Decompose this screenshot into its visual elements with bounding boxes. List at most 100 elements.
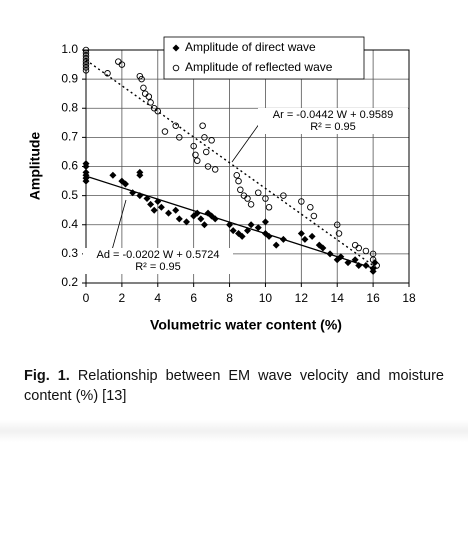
point <box>150 206 158 214</box>
legend-marker <box>172 44 180 52</box>
point <box>104 70 111 77</box>
legend-label: Amplitude of reflected wave <box>185 60 333 74</box>
point <box>308 232 316 240</box>
point <box>136 171 144 179</box>
point <box>301 235 309 243</box>
annotation: R² = 0.95 <box>135 261 181 273</box>
point <box>82 64 90 71</box>
point <box>192 151 199 159</box>
leader-line <box>231 119 263 163</box>
legend-label: Amplitude of direct wave <box>185 40 316 54</box>
point <box>157 203 165 211</box>
x-tick-label: 0 <box>83 291 90 305</box>
point <box>118 61 126 68</box>
y-tick-label: 0.8 <box>61 100 78 114</box>
point <box>136 192 144 200</box>
point <box>200 221 208 229</box>
point <box>138 75 145 83</box>
point <box>369 256 377 263</box>
point <box>247 221 255 229</box>
x-tick-label: 10 <box>259 291 273 305</box>
point <box>265 232 273 240</box>
point <box>165 209 173 217</box>
point <box>298 198 305 205</box>
point <box>362 247 370 255</box>
point <box>147 99 154 106</box>
point <box>208 137 215 144</box>
point <box>141 90 149 97</box>
point <box>310 212 318 220</box>
annotation-bg <box>258 108 408 134</box>
point <box>262 195 269 202</box>
point <box>351 256 359 264</box>
caption-text: Relationship between EM wave velocity an… <box>24 368 444 404</box>
chart: Amplitude Volumetric water content (%) 0… <box>27 36 416 333</box>
point <box>355 262 363 270</box>
point <box>190 142 197 150</box>
annotation: R² = 0.95 <box>310 121 356 133</box>
x-tick-label: 14 <box>331 291 345 305</box>
leader-line <box>111 199 127 251</box>
y-tick-label: 0.9 <box>61 71 78 85</box>
point <box>202 148 210 156</box>
point <box>176 134 183 141</box>
point <box>272 241 280 249</box>
x-tick-label: 18 <box>402 291 416 305</box>
divider <box>0 420 468 442</box>
point <box>82 177 90 185</box>
point <box>369 267 377 275</box>
point <box>154 197 162 205</box>
point <box>109 171 117 179</box>
point <box>335 230 343 237</box>
point <box>194 157 201 164</box>
y-axis-title: Amplitude <box>27 132 43 201</box>
point <box>172 206 180 214</box>
annotation: Ad = -0.0202 W + 0.5724 <box>97 249 220 261</box>
y-tick-label: 0.3 <box>61 246 78 260</box>
point <box>226 221 234 229</box>
point <box>82 163 90 170</box>
point <box>244 227 251 235</box>
point <box>373 262 380 269</box>
point <box>82 67 90 74</box>
point <box>143 195 151 203</box>
y-tick-label: 0.7 <box>61 130 78 144</box>
point <box>265 204 273 211</box>
y-tick-label: 0.6 <box>61 159 78 173</box>
x-tick-label: 2 <box>119 291 126 305</box>
caption-label: Fig. 1. <box>24 368 70 384</box>
point <box>121 180 129 188</box>
point <box>115 58 122 65</box>
trend-line <box>85 59 378 269</box>
point <box>307 204 314 211</box>
point <box>362 262 370 270</box>
point <box>279 235 287 243</box>
y-tick-label: 0.2 <box>61 275 78 289</box>
point <box>344 259 352 267</box>
point <box>204 163 212 170</box>
point <box>211 166 219 173</box>
point <box>145 93 153 100</box>
point <box>297 229 305 237</box>
point <box>351 241 359 249</box>
x-tick-label: 6 <box>190 291 197 305</box>
point <box>319 244 327 252</box>
point <box>233 171 240 179</box>
y-tick-label: 1.0 <box>61 42 78 56</box>
point <box>255 189 262 196</box>
point <box>147 200 155 208</box>
point <box>201 134 208 141</box>
point <box>371 259 379 267</box>
point <box>199 122 206 129</box>
point <box>129 189 137 197</box>
point <box>337 253 345 261</box>
x-axis-title: Volumetric water content (%) <box>150 317 342 333</box>
point <box>247 201 255 208</box>
point <box>182 218 190 226</box>
y-tick-label: 0.4 <box>61 217 78 231</box>
x-tick-label: 16 <box>366 291 380 305</box>
point <box>238 232 246 240</box>
point <box>280 192 287 199</box>
caption: Fig. 1. Relationship between EM wave vel… <box>24 366 444 406</box>
